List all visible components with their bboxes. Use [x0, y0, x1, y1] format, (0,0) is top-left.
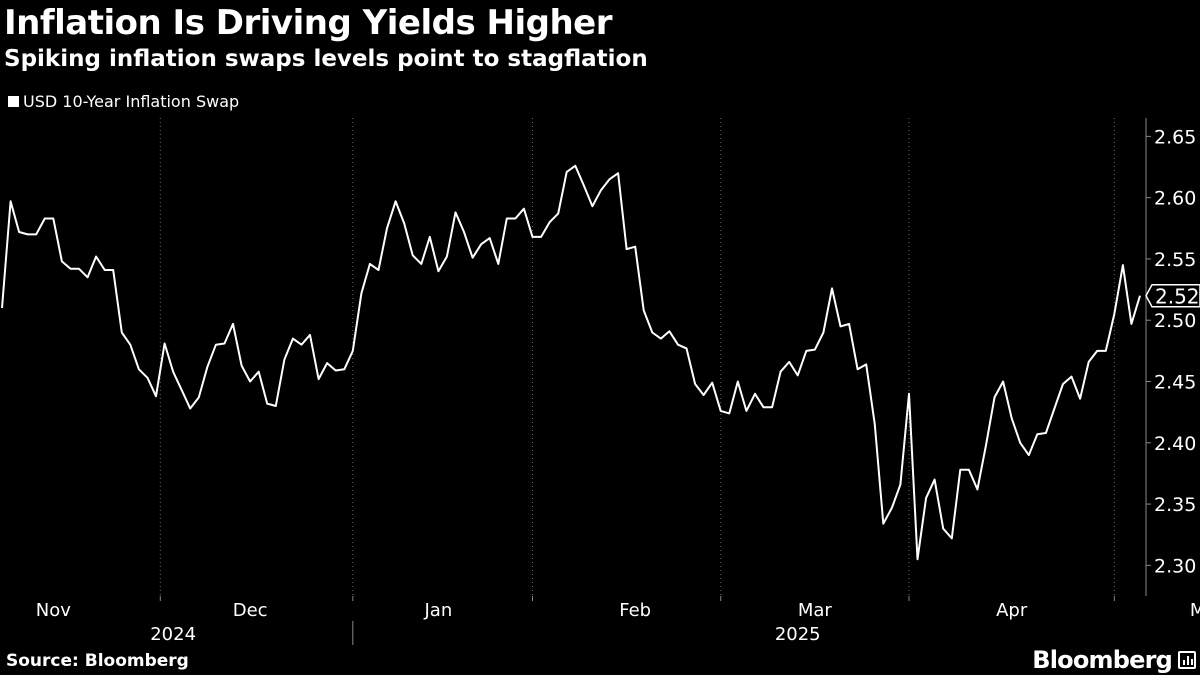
y-tick-label: 2.35 [1154, 494, 1196, 516]
last-value-text: 2.52 [1155, 285, 1200, 309]
axes [159, 118, 1151, 645]
last-value-label: 2.52 [1145, 283, 1200, 309]
bloomberg-logo: Bloomberg [1032, 646, 1173, 674]
legend-label: USD 10-Year Inflation Swap [23, 92, 240, 111]
x-tick-label: Jan [424, 600, 453, 621]
legend: USD 10-Year Inflation Swap [8, 92, 239, 111]
y-tick-label: 2.30 [1154, 555, 1196, 577]
y-tick-label: 2.60 [1154, 188, 1196, 210]
series-line-usd-10y-inflation-swap [1, 164, 1141, 561]
x-year-label: 2024 [150, 624, 196, 645]
last-value-callout [1145, 283, 1200, 308]
x-tick-label: Mar [798, 600, 833, 621]
y-tick-label: 2.65 [1154, 126, 1196, 148]
x-tick-label: Dec [233, 600, 268, 621]
bloomberg-chart-icon [1178, 651, 1196, 669]
legend-swatch [8, 96, 19, 107]
y-ticks: 2.30 2.35 2.40 2.45 2.50 2.55 2.60 2.65 [1154, 126, 1196, 577]
x-tick-label: Feb [619, 600, 651, 621]
gridlines [159, 118, 1115, 596]
x-tick-label: Apr [996, 600, 1028, 621]
y-tick-label: 2.40 [1154, 433, 1196, 455]
y-tick-label: 2.45 [1154, 372, 1196, 394]
x-ticks: Nov Dec Jan Feb Mar Apr May 2024 2025 [36, 600, 1200, 645]
y-tick-label: 2.50 [1154, 310, 1196, 332]
chart-title: Inflation Is Driving Yields Higher [4, 3, 613, 43]
x-year-label: 2025 [775, 624, 821, 645]
x-tick-label: May [1190, 600, 1200, 621]
x-tick-label: Nov [36, 600, 71, 621]
source-note: Source: Bloomberg [6, 651, 189, 671]
y-tick-label: 2.55 [1154, 249, 1196, 271]
chart-subtitle: Spiking inflation swaps levels point to … [4, 46, 648, 72]
